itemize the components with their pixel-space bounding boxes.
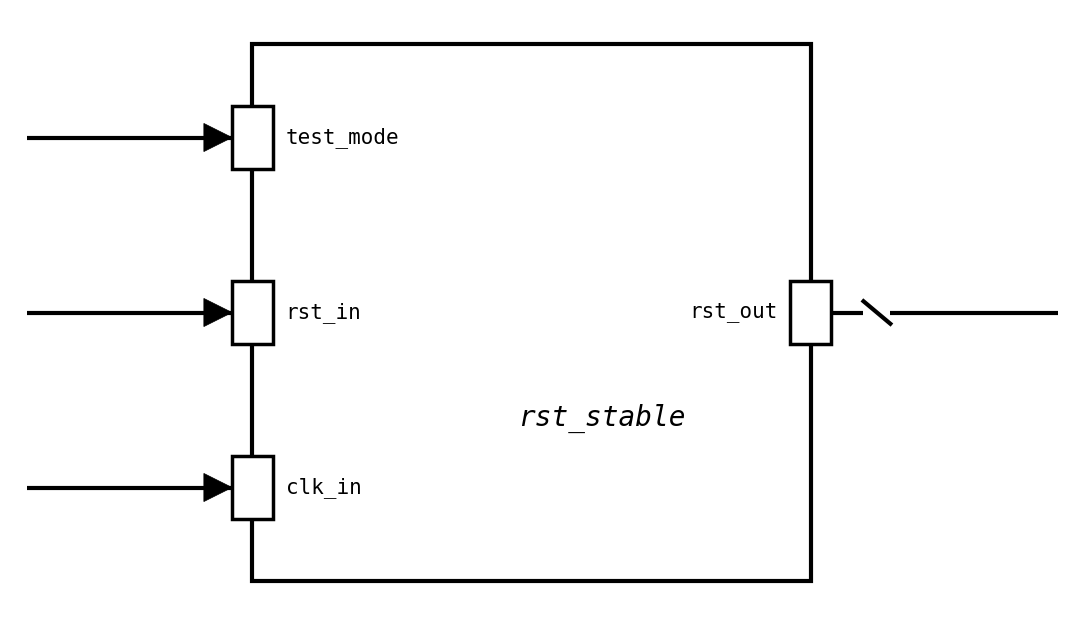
- Bar: [232, 106, 273, 169]
- Bar: [790, 281, 831, 344]
- Bar: [252, 44, 811, 581]
- Bar: [232, 281, 273, 344]
- Text: rst_out: rst_out: [690, 302, 778, 322]
- Text: rst_stable: rst_stable: [518, 404, 685, 433]
- Bar: [232, 456, 273, 519]
- Text: test_mode: test_mode: [286, 127, 400, 148]
- Text: clk_in: clk_in: [286, 477, 362, 498]
- Polygon shape: [204, 474, 232, 501]
- Polygon shape: [204, 124, 232, 151]
- Polygon shape: [204, 298, 232, 326]
- Text: rst_in: rst_in: [286, 302, 362, 323]
